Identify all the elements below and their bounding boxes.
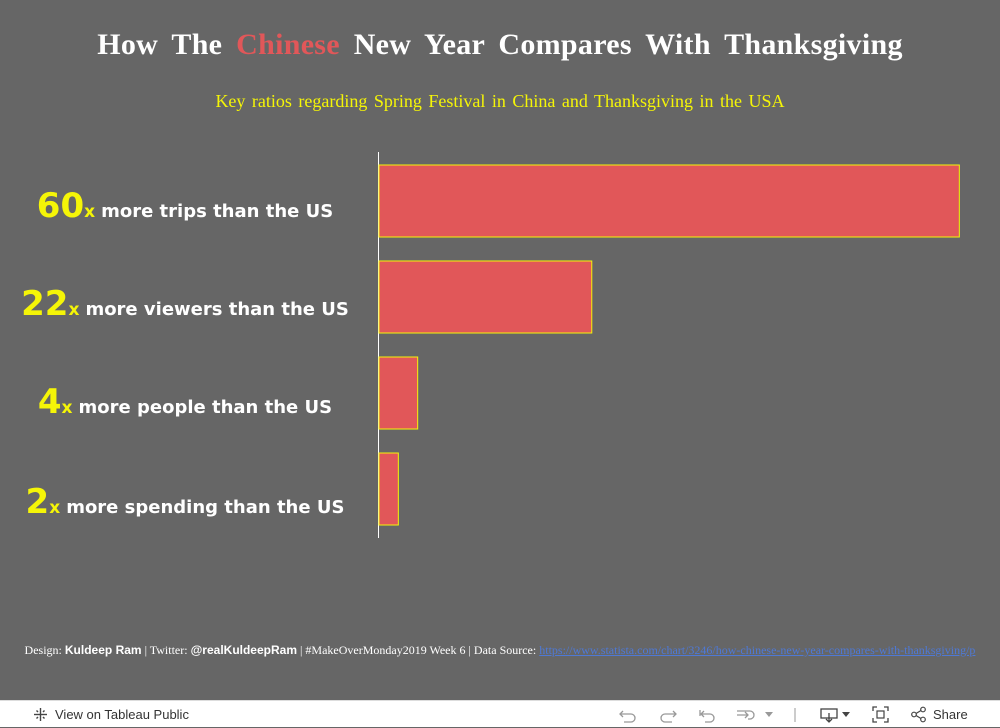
share-label: Share: [933, 707, 968, 722]
view-on-tableau-label: View on Tableau Public: [55, 707, 189, 722]
twitter-label: | Twitter:: [144, 643, 188, 657]
ratio-x: x: [49, 498, 61, 518]
chevron-down-icon: [842, 711, 850, 718]
download-icon: [820, 707, 838, 723]
tableau-logo-icon: [32, 706, 49, 723]
ratio-x: x: [61, 398, 73, 418]
ratio-text: more spending than the US: [66, 497, 345, 518]
footer-credits: Design: Kuldeep Ram | Twitter: @realKuld…: [0, 641, 1000, 659]
ratio-text: more viewers than the US: [85, 299, 349, 320]
tableau-toolbar: View on Tableau Public Share: [0, 700, 1000, 727]
undo-button[interactable]: [618, 701, 638, 728]
bar-1[interactable]: [378, 260, 593, 334]
revert-button[interactable]: [697, 701, 717, 728]
fullscreen-icon: [872, 706, 889, 723]
ratio-number: 4: [37, 382, 62, 422]
download-button[interactable]: [820, 701, 850, 728]
source-link[interactable]: https://www.statista.com/chart/3246/how-…: [539, 643, 976, 657]
bar-3[interactable]: [378, 452, 399, 526]
ratio-text: more people than the US: [78, 397, 333, 418]
ratio-number: 60: [36, 186, 85, 226]
ratio-number: 22: [21, 284, 69, 324]
page-title: How The Chinese New Year Compares With T…: [0, 28, 1000, 62]
view-on-tableau-button[interactable]: View on Tableau Public: [32, 701, 189, 728]
ratio-text: more trips than the US: [101, 201, 334, 222]
share-icon: [910, 706, 927, 723]
toolbar-divider: [794, 701, 796, 728]
tableau-viz: How The Chinese New Year Compares With T…: [0, 28, 1000, 659]
redo-button[interactable]: [658, 701, 678, 728]
twitter-handle: @realKuldeepRam: [190, 643, 297, 657]
title-suffix: New Year Compares With Thanksgiving: [353, 28, 903, 61]
share-button[interactable]: Share: [910, 701, 968, 728]
row-label-people: 4x more people than the US: [0, 382, 370, 422]
undo-icon: [618, 707, 638, 723]
ratio-x: x: [84, 202, 96, 222]
refresh-icon: [735, 707, 755, 723]
revert-icon: [697, 707, 717, 723]
event-text: | #MakeOverMonday2019 Week 6 | Data Sour…: [300, 643, 537, 657]
title-prefix: How The: [97, 28, 223, 61]
row-label-trips: 60x more trips than the US: [0, 186, 370, 226]
fullscreen-button[interactable]: [872, 701, 889, 728]
row-label-spending: 2x more spending than the US: [0, 482, 370, 522]
bar-2[interactable]: [378, 356, 419, 430]
page-subtitle: Key ratios regarding Spring Festival in …: [215, 91, 785, 111]
bar-0[interactable]: [378, 164, 960, 238]
design-label: Design:: [24, 643, 62, 657]
chevron-down-icon: [765, 711, 773, 718]
title-highlight: Chinese: [236, 28, 340, 61]
designer-name: Kuldeep Ram: [64, 643, 142, 657]
ratio-x: x: [68, 300, 80, 320]
pause-updates-button[interactable]: [735, 701, 773, 728]
ratio-number: 2: [25, 482, 50, 522]
row-label-viewers: 22x more viewers than the US: [0, 284, 370, 324]
redo-icon: [658, 707, 678, 723]
bar-chart: [378, 152, 960, 538]
